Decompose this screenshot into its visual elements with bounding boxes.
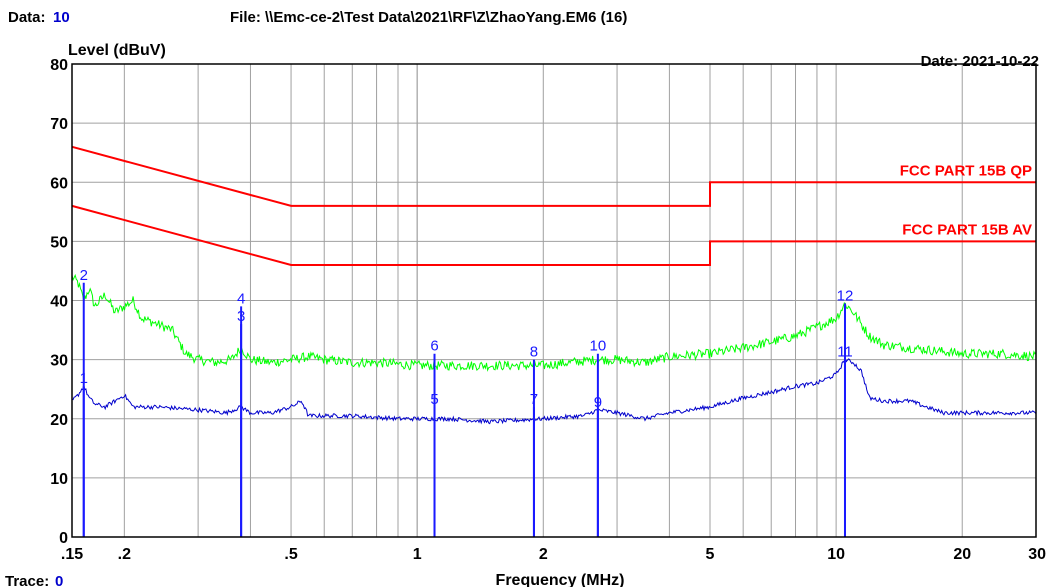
x-tick-label: 1 bbox=[413, 546, 422, 563]
traces bbox=[71, 273, 1037, 425]
y-tick-label: 10 bbox=[50, 471, 68, 488]
y-tick-label: 30 bbox=[50, 353, 68, 370]
trace-av bbox=[71, 357, 1037, 425]
marker-label: 4 bbox=[237, 290, 245, 307]
marker-label: 12 bbox=[837, 287, 854, 304]
limit-line-qp bbox=[71, 145, 1036, 207]
x-tick-label: .15 bbox=[61, 546, 83, 563]
x-tick-label: 30 bbox=[1028, 546, 1046, 563]
x-tick-label: .2 bbox=[118, 546, 131, 563]
trace-value: 0 bbox=[55, 573, 63, 587]
y-tick-label: 70 bbox=[50, 116, 68, 133]
trace-label: Trace: bbox=[5, 573, 49, 587]
markers: 123456789101112 bbox=[80, 267, 854, 537]
x-tick-label: 10 bbox=[827, 546, 845, 563]
x-tick-label: .5 bbox=[284, 546, 297, 563]
limit-lines: FCC PART 15B QP FCC PART 15B AV bbox=[71, 145, 1036, 266]
marker-label: 6 bbox=[430, 338, 438, 355]
data-value: 10 bbox=[53, 9, 70, 26]
limit-label-qp: FCC PART 15B QP bbox=[900, 162, 1032, 179]
y-tick-label: 60 bbox=[50, 175, 68, 192]
trace-qp bbox=[71, 273, 1037, 372]
grid bbox=[72, 63, 1037, 538]
marker-label: 10 bbox=[590, 338, 607, 355]
x-tick-label: 2 bbox=[539, 546, 548, 563]
marker-label: 8 bbox=[530, 344, 538, 361]
file-path: File: \\Emc-ce-2\Test Data\2021\RF\Z\Zha… bbox=[230, 9, 627, 26]
y-tick-label: 80 bbox=[50, 57, 68, 74]
x-tick-label: 20 bbox=[953, 546, 971, 563]
limit-label-av: FCC PART 15B AV bbox=[902, 221, 1032, 238]
marker-label: 2 bbox=[80, 267, 88, 284]
x-tick-label: 5 bbox=[706, 546, 715, 563]
y-tick-label: 20 bbox=[50, 412, 68, 429]
x-axis-label: Frequency (MHz) bbox=[496, 572, 625, 587]
test-date: Date: 2021-10-22 bbox=[921, 53, 1039, 70]
limit-line-av bbox=[71, 204, 1036, 266]
plot-frame bbox=[71, 63, 1037, 538]
data-label: Data: bbox=[8, 9, 46, 26]
y-axis-label: Level (dBuV) bbox=[68, 42, 166, 59]
y-tick-label: 40 bbox=[50, 294, 68, 311]
y-tick-label: 0 bbox=[59, 530, 68, 547]
y-tick-label: 50 bbox=[50, 234, 68, 251]
